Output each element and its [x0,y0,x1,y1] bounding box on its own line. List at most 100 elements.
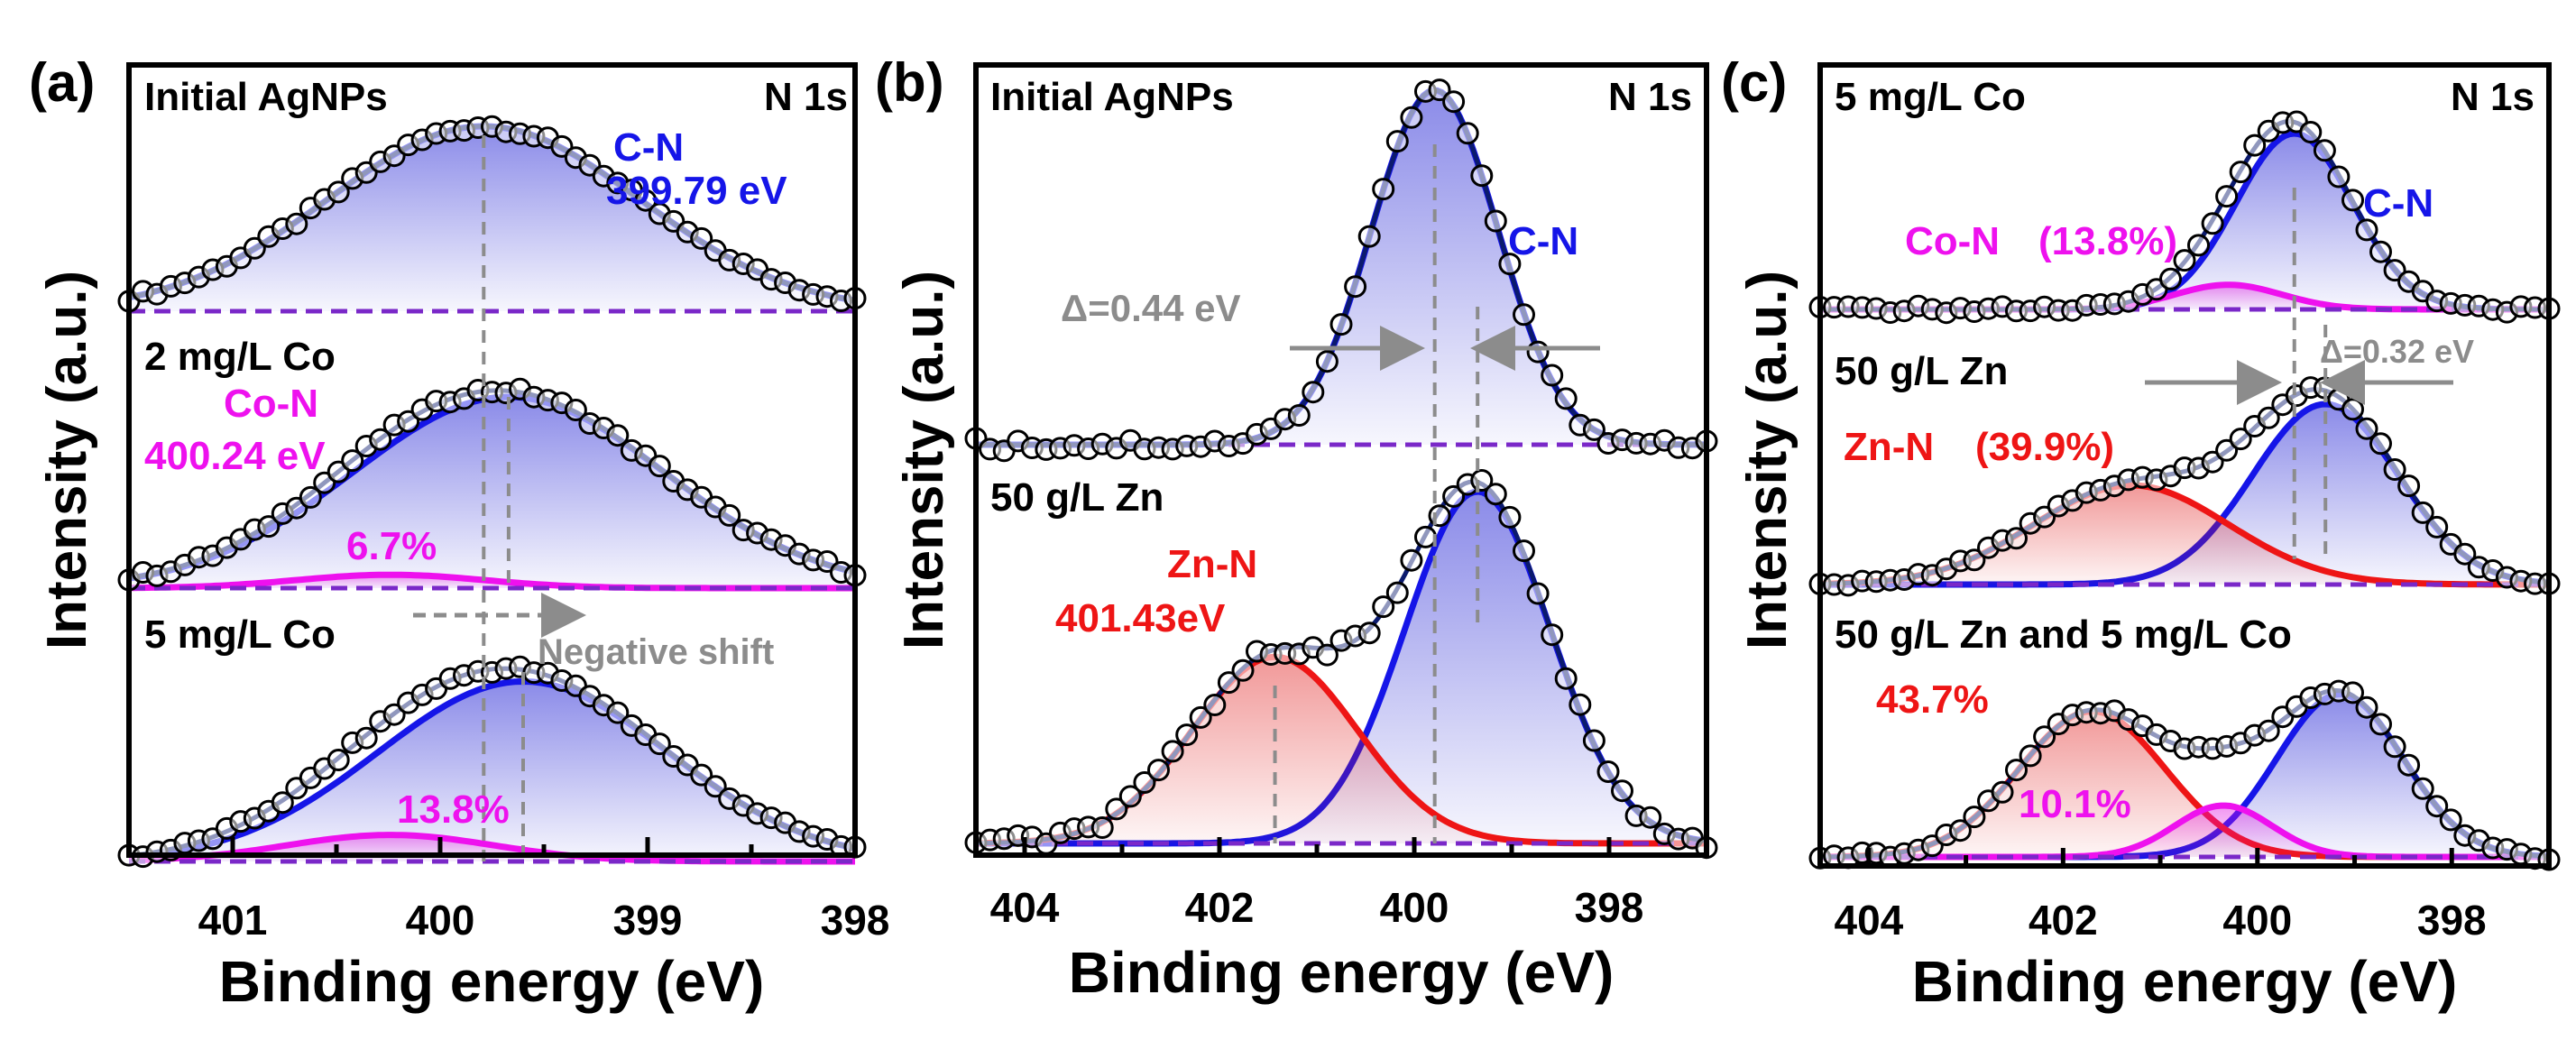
panel-1-stack-1-point [1203,694,1227,716]
panel-a-stack-1-title: 2 mg/L Co [144,335,336,379]
panel-b-ticks: 404 402 400 398 [990,837,1709,931]
panel-2-stack-2-point [2439,808,2462,832]
panel-1-stack-0-point [1344,275,1367,299]
panel-a-xlabel: Binding energy (eV) [219,949,765,1014]
panel-2-stack-2-point [2341,681,2364,704]
panel-0-tick-label-1: 400 [406,897,475,944]
panel-b-series [964,78,1718,860]
panel-b-znn-label: Zn-N [1167,542,1257,586]
panel-1-stack-1-point [1639,806,1662,829]
panel-1-tick-label-3: 398 [1575,884,1644,931]
panel-1-stack-0-point [1287,404,1311,427]
panel-b-element: N 1s [1608,75,1692,119]
panel-a-series [117,115,867,869]
panel-a-cn-label: C-N [613,125,684,170]
panel-b-cn-label: C-N [1508,219,1578,263]
panel-1-stack-0-point [1456,122,1479,145]
panel-0-stack-2-peak-0-fill [129,681,855,861]
panel-1-stack-0-point [1385,130,1409,153]
panel-1-stack-1-point [1105,797,1128,821]
panel-2-stack-2-point [2411,777,2434,800]
panel-1-stack-1-point [1498,505,1522,529]
panel-2-stack-0-point [2327,165,2351,189]
panel-1-stack-1-point [1414,525,1437,548]
panel-1-stack-1-point [1484,483,1507,506]
panel-2-stack-0-point [2201,212,2224,235]
panel-a-ylabel: Intensity (a.u.) [36,271,98,649]
panel-1-stack-1-point [1357,622,1381,645]
panel-1-stack-0-point [1442,90,1466,114]
panel-1-stack-0-point [1372,178,1395,201]
panel-c-stack-1-title: 50 g/L Zn [1835,349,2008,393]
panel-b-label: (b) [875,52,944,113]
panel-2-stack-1-point [2257,406,2280,429]
panel-1-stack-1-point [1582,729,1605,752]
panel-2-stack-2-peak-0-fill [1820,694,2549,857]
panel-1-stack-1 [964,469,1718,860]
panel-0-stack-0-point [327,180,350,204]
panel-0-stack-1-point [718,503,741,527]
panel-1-stack-1-point [1385,581,1409,604]
panel-c-label: (c) [1721,52,1787,113]
panel-a-ticks: 401 400 399 398 [126,837,890,944]
panel-0-stack-2-point [704,775,727,798]
panel-1-stack-0-point [1526,340,1550,364]
panel-b-ylabel: Intensity (a.u.) [893,271,955,649]
panel-a-shift-annotation: Negative shift [538,632,774,672]
panel-c-cn-label: C-N [2363,181,2433,226]
panel-2-stack-1-point [2453,542,2477,566]
panel-1-stack-0-point [1329,313,1353,336]
panel-c-stack-2-title: 50 g/L Zn and 5 mg/L Co [1835,612,2292,657]
panel-0-stack-0 [117,115,867,314]
panel-0-stack-1-point [564,399,587,421]
panel-0-tick-label-2: 399 [613,897,683,944]
panel-2-stack-2-point [2383,735,2406,759]
panel-2-stack-0-point [2369,240,2392,263]
panel-2-stack-2-point [2397,753,2421,777]
panel-1-stack-0-point [1498,253,1522,276]
panel-1-stack-1-point [1554,667,1578,690]
panel-0-tick-label-3: 398 [821,897,890,944]
panel-c-xlabel: Binding energy (eV) [1912,949,2458,1014]
panel-2-stack-0-peak-1-fill [1820,284,2549,309]
panel-2-stack-2-point [1991,780,2014,804]
panel-2-stack-2-point [2005,759,2028,782]
panel-1-stack-1-point [1428,504,1451,528]
panel-a-frame [126,62,858,858]
panel-c: 404 402 400 398 (c) N 1s 5 mg/L Co 50 g/L Z… [1721,52,2561,1014]
panel-2-stack-0-point [2313,139,2336,162]
panel-c-con-percent: (13.8%) [2038,219,2177,263]
panel-1-stack-1-point [1147,759,1170,782]
panel-1-tick-label-0: 404 [990,884,1060,931]
panel-1-stack-0 [964,78,1718,463]
panel-2-stack-1-peak-0-fill [1820,404,2549,585]
panel-1-stack-0-point [1357,225,1381,248]
panel-0-stack-2-point [327,749,350,771]
panel-1-stack-1-point [1189,705,1212,729]
panel-2-stack-0-point [2159,267,2182,290]
panel-1-stack-0-point [1470,164,1494,188]
panel-0-stack-0-point [285,212,308,235]
panel-2-stack-2-peak-1-fill [1820,711,2549,857]
panel-2-tick-label-3: 398 [2417,897,2487,944]
panel-1-stack-1-point [1400,548,1423,572]
panel-1-stack-0-point [1541,364,1564,387]
panel-1-stack-1-point [1526,582,1550,605]
panel-2-stack-1-point [2383,458,2406,481]
panel-0-stack-1-point [341,449,364,473]
panel-2-tick-label-0: 404 [1834,897,1903,944]
panel-a-label: (a) [29,52,95,113]
panel-c-znn-label: Zn-N [1844,425,1934,469]
panel-0-stack-1-point [648,455,671,478]
panel-2-stack-0-point [2243,134,2267,157]
panel-2-stack-1-point [2397,474,2421,498]
panel-1-stack-1-point [1133,771,1156,794]
panel-1-stack-1-peak-0-fill [976,492,1707,843]
panel-1-stack-1-point [1611,779,1633,803]
panel-a-stack-0-title: Initial AgNPs [144,75,388,119]
panel-1-stack-1-point [1118,785,1142,808]
panel-1-stack-0-peak-0-fill [976,90,1707,445]
panel-0-tick-label-0: 401 [198,897,268,944]
panel-0-stack-2-point [606,701,630,724]
panel-0-stack-1-peak-1-line [129,571,855,592]
